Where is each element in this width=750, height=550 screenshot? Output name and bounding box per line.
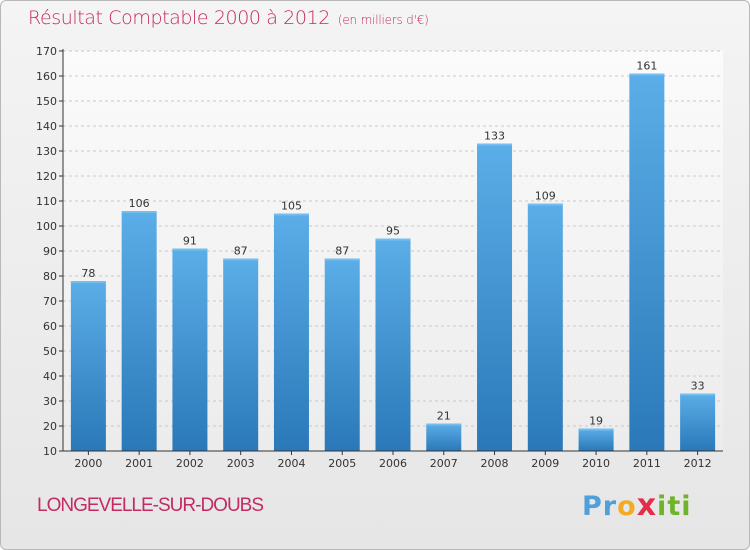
data-label: 161 xyxy=(636,60,657,73)
bar-highlight xyxy=(172,248,208,251)
bar-2002 xyxy=(172,248,208,451)
data-label: 21 xyxy=(437,410,451,423)
bar-2004 xyxy=(273,213,309,451)
bar-2008 xyxy=(477,143,513,451)
bar-2006 xyxy=(375,238,411,451)
y-tick-label: 80 xyxy=(43,270,57,283)
x-tick-label: 2010 xyxy=(582,457,610,470)
bar-highlight xyxy=(680,393,716,396)
bar-2007 xyxy=(426,423,462,451)
y-tick-label: 70 xyxy=(43,295,57,308)
bars xyxy=(70,73,716,451)
data-label: 95 xyxy=(386,225,400,238)
bar-2011 xyxy=(629,73,665,451)
bar-2001 xyxy=(121,211,157,451)
bar-2005 xyxy=(324,258,360,451)
bar-highlight xyxy=(70,281,106,283)
place-name: LONGEVELLE-SUR-DOUBS xyxy=(37,495,264,516)
chart-title-unit: (en milliers d'€) xyxy=(337,13,429,27)
logo-letter: o xyxy=(617,491,637,522)
logo-letter: x xyxy=(636,488,658,523)
bar-2009 xyxy=(527,203,563,451)
bar-highlight xyxy=(121,211,157,213)
y-tick-label: 170 xyxy=(36,45,57,58)
data-label: 133 xyxy=(484,130,505,143)
bar-2012 xyxy=(680,393,716,451)
axes: 10 20 30 40 50 60 70 80 90 100 110 120 130 140 150 160 1… xyxy=(36,45,723,470)
y-tick-label: 30 xyxy=(43,395,57,408)
data-label: 91 xyxy=(183,235,197,248)
y-tick-label: 100 xyxy=(36,220,57,233)
bar-2003 xyxy=(223,258,259,451)
data-label: 78 xyxy=(81,267,95,280)
data-label: 109 xyxy=(535,190,556,203)
logo-letter: i xyxy=(681,491,692,522)
data-label: 33 xyxy=(691,380,705,393)
bar-highlight xyxy=(324,258,360,261)
bar-highlight xyxy=(629,73,665,76)
bar-highlight xyxy=(375,238,411,241)
x-tick-label: 2011 xyxy=(633,457,661,470)
data-label: 105 xyxy=(281,200,302,213)
x-tick-label: 2005 xyxy=(328,457,356,470)
x-tick-label: 2003 xyxy=(227,457,255,470)
y-tick-label: 60 xyxy=(43,320,57,333)
data-label: 87 xyxy=(234,245,248,258)
y-tick-label: 140 xyxy=(36,120,57,133)
x-tick-label: 2000 xyxy=(74,457,102,470)
y-tick-label: 120 xyxy=(36,170,57,183)
bar-highlight xyxy=(273,213,309,216)
data-label: 19 xyxy=(589,415,603,428)
y-tick-label: 110 xyxy=(36,195,57,208)
y-tick-label: 40 xyxy=(43,370,57,383)
x-tick-label: 2001 xyxy=(125,457,153,470)
bar-highlight xyxy=(426,423,462,426)
y-tick-label: 90 xyxy=(43,245,57,258)
x-tick-label: 2002 xyxy=(176,457,204,470)
bar-highlight xyxy=(477,143,513,146)
y-tick-label: 10 xyxy=(43,445,57,458)
y-tick-label: 20 xyxy=(43,420,57,433)
logo-letter: t xyxy=(667,491,682,522)
data-labels: 78 106 91 87 105 87 95 21 133 109 19 161 33 xyxy=(81,60,704,428)
logo-letter: P xyxy=(582,491,603,522)
y-tick-label: 160 xyxy=(36,70,57,83)
chart-title-main: Résultat Comptable 2000 à 2012 xyxy=(28,7,330,29)
data-label: 106 xyxy=(129,197,150,210)
chart-title: Résultat Comptable 2000 à 2012 (en millie… xyxy=(28,7,429,29)
data-label: 87 xyxy=(335,245,349,258)
bar-highlight xyxy=(527,203,563,206)
y-tick-label: 130 xyxy=(36,145,57,158)
proxiti-logo: Proxiti xyxy=(582,488,692,523)
bar-2000 xyxy=(70,281,106,451)
bar-highlight xyxy=(223,258,259,261)
logo-letter: i xyxy=(657,491,668,522)
x-tick-label: 2009 xyxy=(531,457,559,470)
x-tick-label: 2004 xyxy=(277,457,305,470)
logo-letter: r xyxy=(602,491,618,522)
y-tick-label: 50 xyxy=(43,345,57,358)
x-tick-label: 2008 xyxy=(481,457,509,470)
x-tick-label: 2006 xyxy=(379,457,407,470)
x-tick-label: 2012 xyxy=(684,457,712,470)
bar-2010 xyxy=(578,428,614,451)
x-tick-label: 2007 xyxy=(430,457,458,470)
y-tick-label: 150 xyxy=(36,95,57,108)
bar-highlight xyxy=(578,428,614,431)
